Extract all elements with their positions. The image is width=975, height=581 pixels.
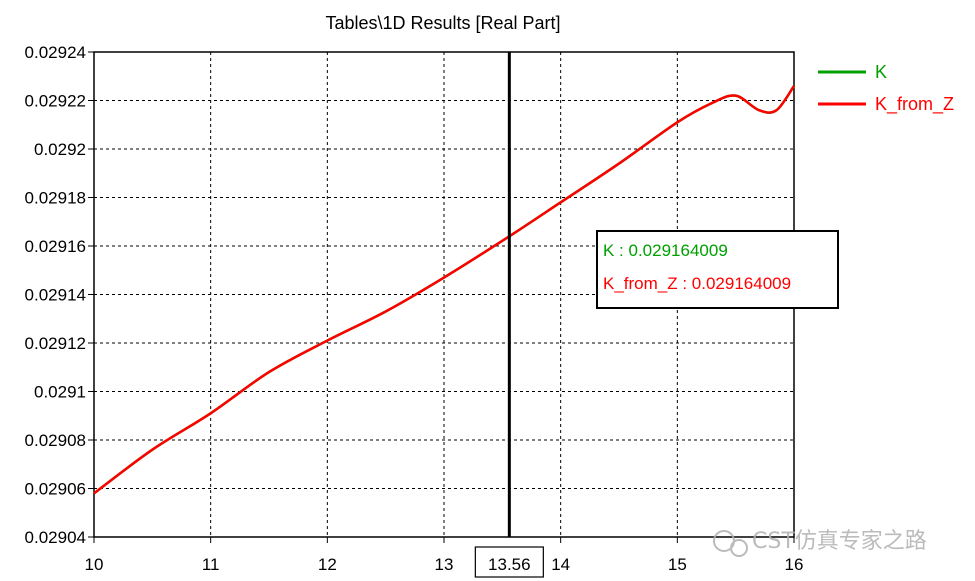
y-tick-label: 0.0291 [34, 383, 86, 402]
marker-x-label-box: 13.56 [474, 546, 544, 578]
x-tick-label: 13 [435, 555, 454, 574]
y-tick-label: 0.02906 [25, 480, 86, 499]
legend: K K_from_Z [818, 62, 954, 115]
y-tick-label: 0.02912 [25, 334, 86, 353]
x-tick-label: 15 [668, 555, 687, 574]
y-tick-label: 0.02918 [25, 189, 86, 208]
y-axis: 0.02904 0.02906 0.02908 0.0291 0.02912 0.0291… [25, 43, 94, 547]
x-tick-label: 10 [85, 555, 104, 574]
y-tick-label: 0.02924 [25, 43, 86, 62]
x-tick-label: 16 [785, 555, 804, 574]
x-tick-label: 12 [318, 555, 337, 574]
watermark-text: CST仿真专家之路 [752, 529, 927, 554]
marker-readout-box: K : 0.029164009 K_from_Z : 0.029164009 [596, 230, 839, 309]
x-axis: 10 11 12 13 14 15 16 [85, 537, 804, 574]
x-tick-label: 11 [202, 555, 220, 574]
series-line-k-from-z [93, 85, 796, 495]
y-tick-label: 0.02904 [25, 528, 86, 547]
marker-x-label: 13.56 [488, 555, 531, 574]
watermark: CST仿真专家之路 [713, 529, 927, 557]
readout-k-from-z: K_from_Z : 0.029164009 [603, 274, 791, 293]
y-tick-label: 0.02916 [25, 237, 86, 256]
legend-label-k-from-z: K_from_Z [875, 94, 954, 115]
y-tick-label: 0.02914 [25, 286, 86, 305]
y-tick-label: 0.02922 [25, 92, 86, 111]
x-tick-label: 14 [551, 555, 570, 574]
readout-k: K : 0.029164009 [603, 241, 728, 260]
chart-title: Tables\1D Results [Real Part] [325, 13, 560, 33]
y-tick-label: 0.0292 [34, 140, 86, 159]
y-tick-label: 0.02908 [25, 431, 86, 450]
legend-label-k: K [875, 62, 887, 82]
wechat-icon [713, 530, 748, 557]
series-layer [93, 85, 796, 495]
